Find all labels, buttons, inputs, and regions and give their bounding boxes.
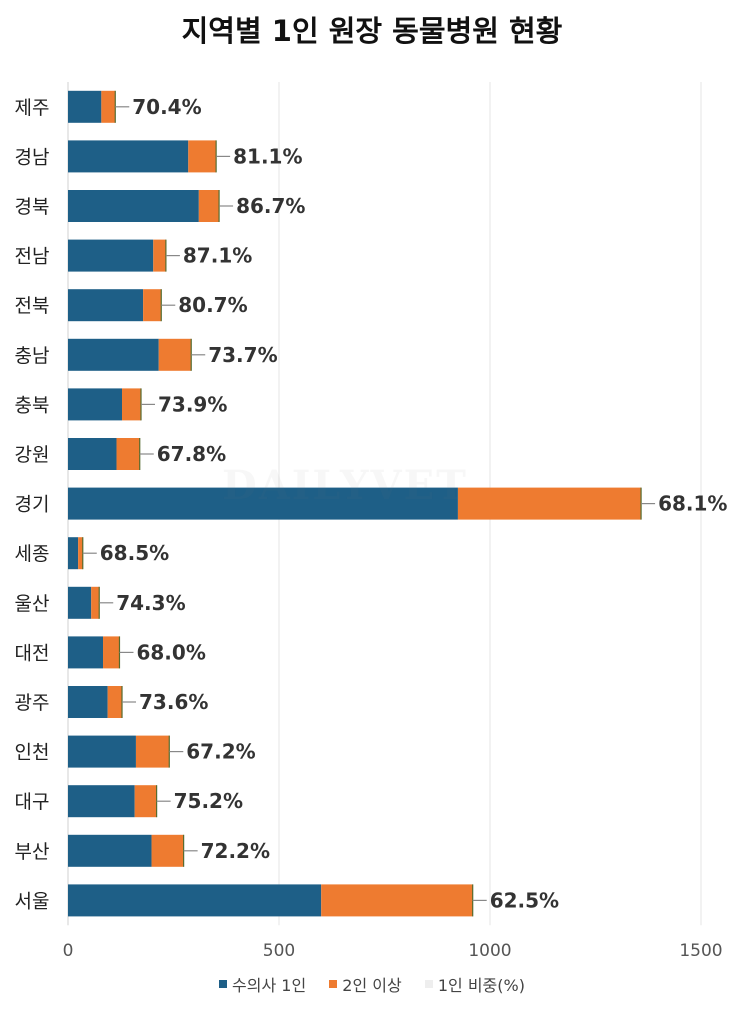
bar-solo-12 xyxy=(68,686,108,718)
legend-label-multi: 2인 이상 xyxy=(342,976,402,995)
bar-solo-10 xyxy=(68,586,92,619)
ratio-label-7: 67.8% xyxy=(157,442,226,466)
bar-multi-4 xyxy=(143,289,162,322)
category-label-2: 경북 xyxy=(15,196,50,218)
bar-multi-15 xyxy=(151,834,184,867)
category-label-14: 대구 xyxy=(15,791,50,813)
bar-solo-15 xyxy=(68,834,152,867)
bar-multi-6 xyxy=(122,388,142,421)
ratio-label-5: 73.7% xyxy=(208,343,277,367)
bar-solo-6 xyxy=(68,388,123,421)
legend-label-ratio: 1인 비중(%) xyxy=(437,976,525,995)
ratio-label-0: 70.4% xyxy=(132,95,201,119)
category-label-6: 충북 xyxy=(15,394,50,416)
bar-multi-0 xyxy=(101,90,116,123)
bar-solo-13 xyxy=(68,735,136,768)
x-tick-label-500: 500 xyxy=(263,941,295,961)
bar-solo-8 xyxy=(68,487,458,520)
bar-solo-14 xyxy=(68,785,135,818)
legend-item-solo: 수의사 1인 xyxy=(219,972,306,996)
chart-title: 지역별 1인 원장 동물병원 현황 xyxy=(181,14,563,48)
bar-multi-1 xyxy=(188,140,217,173)
bar-multi-10 xyxy=(91,586,100,619)
category-label-11: 대전 xyxy=(15,642,50,664)
bar-solo-5 xyxy=(68,338,159,371)
chart-legend: 수의사 1인 2인 이상 1인 비중(%) xyxy=(0,972,744,996)
ratio-label-6: 73.9% xyxy=(158,392,227,416)
legend-label-solo: 수의사 1인 xyxy=(232,976,307,995)
legend-item-ratio: 1인 비중(%) xyxy=(424,972,525,996)
watermark: DAILYVET xyxy=(222,462,468,509)
category-label-9: 세종 xyxy=(15,543,50,565)
ratio-label-3: 87.1% xyxy=(183,244,252,268)
x-tick-label-1500: 1500 xyxy=(679,941,722,961)
bar-multi-5 xyxy=(158,338,192,371)
ratio-label-12: 73.6% xyxy=(139,690,208,714)
category-label-0: 제주 xyxy=(15,97,50,119)
ratio-label-11: 68.0% xyxy=(136,640,205,664)
x-tick-label-1000: 1000 xyxy=(468,941,511,961)
ratio-label-16: 62.5% xyxy=(490,888,559,912)
legend-swatch-multi xyxy=(329,980,338,988)
bar-solo-0 xyxy=(68,90,102,123)
bar-solo-11 xyxy=(68,636,104,669)
ratio-label-14: 75.2% xyxy=(174,789,243,813)
bar-multi-12 xyxy=(107,686,123,718)
category-label-7: 강원 xyxy=(15,444,50,466)
bar-multi-14 xyxy=(134,785,157,818)
bar-solo-7 xyxy=(68,438,117,470)
ratio-label-15: 72.2% xyxy=(201,839,270,863)
bar-multi-8 xyxy=(457,487,642,520)
legend-swatch-solo xyxy=(219,980,228,988)
legend-swatch-ratio xyxy=(424,980,433,988)
category-label-15: 부산 xyxy=(15,841,50,863)
ratio-label-1: 81.1% xyxy=(233,144,302,168)
x-tick-label-0: 0 xyxy=(63,941,74,961)
category-label-5: 충남 xyxy=(15,345,50,367)
bar-multi-2 xyxy=(198,190,220,222)
bar-multi-3 xyxy=(153,239,166,272)
bar-multi-11 xyxy=(103,636,120,669)
category-label-4: 전북 xyxy=(15,295,50,317)
bar-multi-16 xyxy=(321,884,473,917)
bar-solo-9 xyxy=(68,537,79,570)
category-label-16: 서울 xyxy=(15,890,50,912)
bar-solo-1 xyxy=(68,140,189,173)
category-label-3: 전남 xyxy=(15,246,50,268)
bar-multi-9 xyxy=(78,537,83,570)
ratio-label-8: 68.1% xyxy=(658,492,727,516)
bar-solo-4 xyxy=(68,289,144,322)
bar-solo-2 xyxy=(68,190,199,222)
ratio-label-4: 80.7% xyxy=(178,293,247,317)
category-label-10: 울산 xyxy=(15,593,50,615)
category-label-13: 인천 xyxy=(15,742,50,764)
bar-multi-7 xyxy=(116,438,140,470)
bar-multi-13 xyxy=(135,735,170,768)
ratio-label-2: 86.7% xyxy=(236,194,305,218)
bar-solo-3 xyxy=(68,239,154,272)
legend-item-multi: 2인 이상 xyxy=(329,972,402,996)
ratio-label-10: 74.3% xyxy=(116,591,185,615)
category-label-12: 광주 xyxy=(15,692,50,714)
category-label-8: 경기 xyxy=(15,494,50,516)
bar-solo-16 xyxy=(68,884,322,917)
ratio-label-9: 68.5% xyxy=(100,541,169,565)
ratio-label-13: 67.2% xyxy=(186,740,255,764)
category-label-1: 경남 xyxy=(15,146,50,168)
